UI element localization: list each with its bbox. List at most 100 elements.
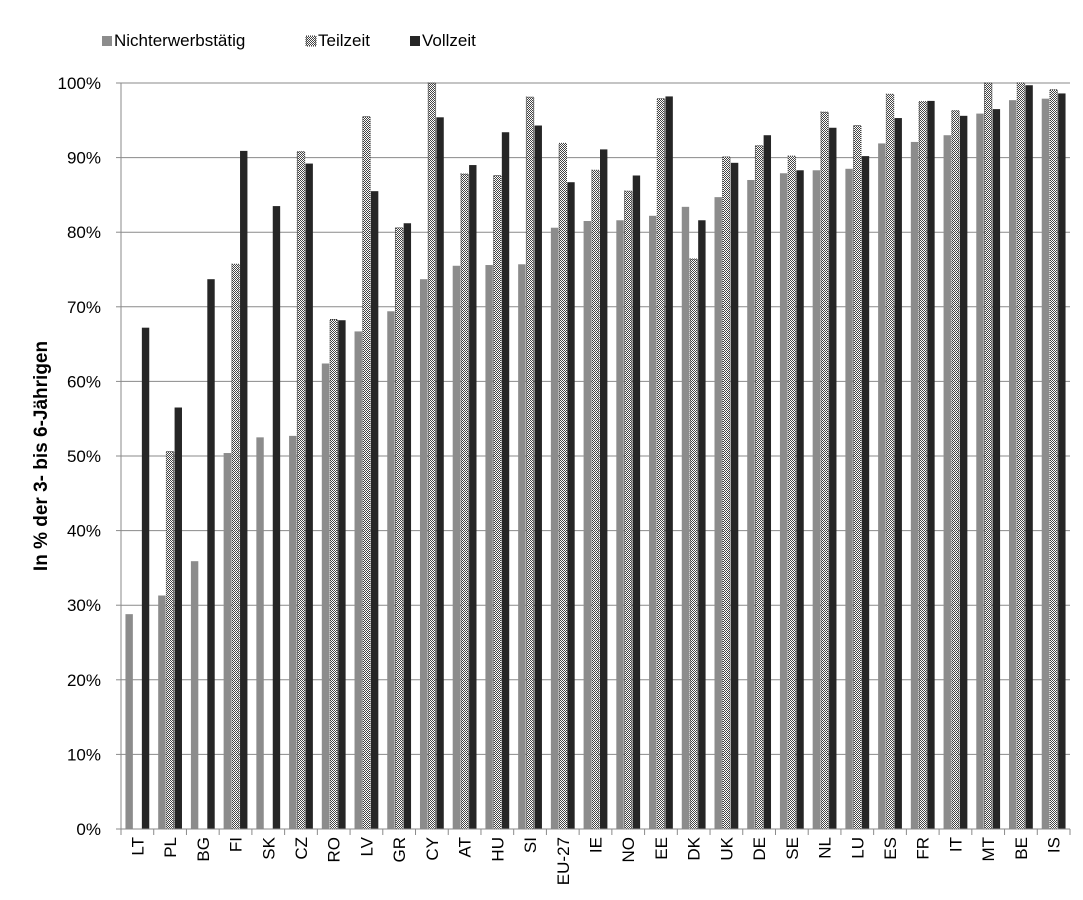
- bar-nichterwerbstätig: [452, 265, 461, 829]
- bar-nichterwerbstätig: [714, 197, 722, 829]
- x-tick-label: BE: [1012, 837, 1031, 860]
- bar-vollzeit: [1058, 93, 1066, 830]
- bar-teilzeit: [558, 142, 567, 830]
- bar-teilzeit: [329, 318, 338, 830]
- bar-nichterwerbstätig: [649, 215, 657, 830]
- bar-nichterwerbstätig: [518, 264, 526, 829]
- x-tick-label: GR: [390, 837, 409, 863]
- bar-nichterwerbstätig: [779, 173, 788, 830]
- legend-label-vollzeit: Vollzeit: [422, 31, 476, 50]
- bar-vollzeit: [207, 279, 215, 829]
- x-tick-label: RO: [325, 837, 344, 863]
- bar-vollzeit: [894, 118, 902, 829]
- bar-vollzeit: [174, 407, 182, 829]
- bar-teilzeit: [656, 98, 666, 830]
- bar-vollzeit: [501, 132, 510, 830]
- x-tick-label: SK: [259, 836, 278, 859]
- bar-nichterwerbstätig: [976, 113, 984, 829]
- bar-nichterwerbstätig: [878, 143, 886, 829]
- legend-label-teilzeit: Teilzeit: [318, 31, 370, 50]
- bar-vollzeit: [534, 125, 542, 830]
- bar-vollzeit: [272, 206, 281, 830]
- y-tick-labels: 0% 10% 20% 30% 40% 50% 60% 70% 80% 90% 100%: [58, 74, 101, 839]
- bar-teilzeit: [525, 96, 535, 830]
- x-tick-label: NL: [816, 837, 835, 859]
- y-axis-title: In % der 3- bis 6-Jährigen: [31, 341, 52, 571]
- bar-vollzeit: [992, 109, 1001, 830]
- bar-teilzeit: [722, 156, 731, 830]
- bar-vollzeit: [927, 100, 935, 830]
- bar-teilzeit: [918, 101, 927, 830]
- bar-teilzeit: [885, 93, 895, 830]
- bar-vollzeit: [698, 220, 706, 829]
- x-tick-label: DE: [750, 837, 769, 861]
- x-tick-label: FI: [227, 837, 246, 852]
- bar-teilzeit: [624, 190, 633, 830]
- x-tick-label: IT: [946, 837, 965, 852]
- bar-vollzeit: [338, 320, 346, 829]
- y-tick-label: 30%: [67, 596, 101, 615]
- bar-teilzeit: [591, 169, 600, 830]
- bar-nichterwerbstätig: [583, 221, 591, 829]
- bar-vollzeit: [632, 175, 641, 829]
- bar-teilzeit: [951, 110, 960, 830]
- bar-nichterwerbstätig: [616, 220, 624, 829]
- y-tick-label: 100%: [58, 74, 101, 93]
- bar-nichterwerbstätig: [223, 453, 232, 829]
- axes: [116, 82, 1071, 835]
- bar-nichterwerbstätig: [190, 561, 199, 829]
- bar-vollzeit: [567, 182, 575, 829]
- bar-teilzeit: [1016, 82, 1026, 830]
- x-tick-label: LT: [128, 837, 147, 856]
- x-tick-label: ES: [881, 837, 900, 860]
- bar-nichterwerbstätig: [354, 331, 362, 829]
- legend-swatch-teilzeit: [305, 35, 317, 47]
- x-tick-label: LV: [357, 836, 376, 856]
- bar-vollzeit: [403, 223, 412, 830]
- x-tick-labels: LT PL BG FI SK CZ RO LV GR CY AT HU SI EU-27 IE NO EE DK U…: [128, 836, 1063, 885]
- bar-nichterwerbstätig: [419, 279, 428, 829]
- x-tick-label: UK: [717, 836, 736, 860]
- bar-vollzeit: [959, 115, 968, 830]
- x-tick-label: CZ: [292, 837, 311, 860]
- y-tick-label: 80%: [67, 223, 101, 242]
- x-tick-label: BG: [194, 837, 213, 862]
- bar-vollzeit: [370, 191, 379, 830]
- bar-teilzeit: [394, 227, 404, 830]
- bar-teilzeit: [983, 82, 993, 830]
- bar-vollzeit: [469, 165, 477, 829]
- bars: [125, 82, 1066, 830]
- bar-vollzeit: [829, 127, 837, 829]
- x-tick-label: IE: [587, 837, 606, 853]
- x-tick-label: PL: [161, 837, 180, 858]
- legend-swatch-vollzeit: [410, 36, 420, 46]
- bar-nichterwerbstätig: [1009, 100, 1017, 829]
- y-tick-label: 0%: [76, 820, 101, 839]
- y-tick-label: 90%: [67, 149, 101, 168]
- bar-teilzeit: [1049, 89, 1058, 830]
- bar-nichterwerbstätig: [256, 437, 264, 829]
- bar-vollzeit: [141, 327, 150, 829]
- bar-nichterwerbstätig: [387, 311, 395, 829]
- bar-teilzeit: [853, 125, 862, 830]
- legend-label-nichterwerbstätig: Nichterwerbstätig: [114, 31, 245, 50]
- bar-nichterwerbstätig: [158, 595, 166, 829]
- bar-teilzeit: [787, 155, 797, 830]
- y-tick-label: 40%: [67, 522, 101, 541]
- x-tick-label: EU-27: [554, 837, 573, 885]
- bar-nichterwerbstätig: [550, 227, 559, 829]
- legend-swatch-nichterwerbstätig: [102, 36, 112, 46]
- bar-teilzeit: [689, 258, 698, 830]
- x-tick-label: DK: [685, 836, 704, 860]
- y-tick-label: 60%: [67, 372, 101, 391]
- bar-nichterwerbstätig: [910, 141, 919, 829]
- bar-nichterwerbstätig: [485, 265, 493, 829]
- x-tick-label: FR: [914, 837, 933, 860]
- x-tick-label: CY: [423, 837, 442, 861]
- y-tick-label: 10%: [67, 745, 101, 764]
- y-tick-label: 50%: [67, 447, 101, 466]
- bar-vollzeit: [305, 163, 313, 829]
- x-tick-label: MT: [979, 837, 998, 862]
- x-tick-label: AT: [456, 837, 475, 857]
- bar-teilzeit: [165, 451, 175, 830]
